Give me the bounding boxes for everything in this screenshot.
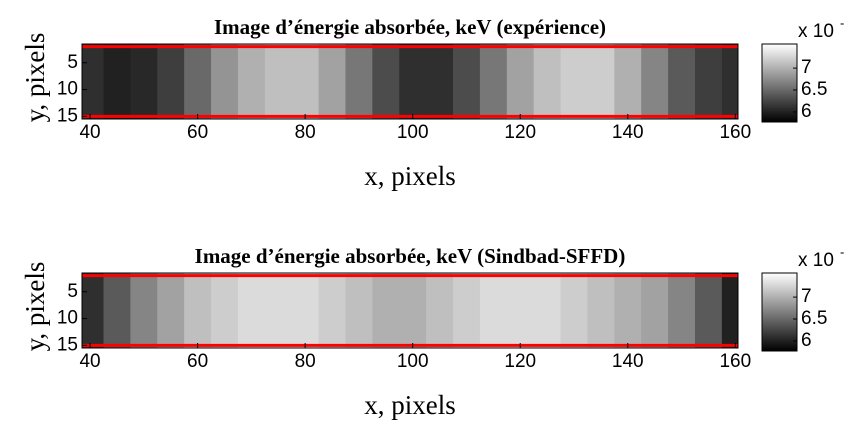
x-tick-label: 80: [295, 122, 316, 143]
heat-cell: [82, 273, 105, 348]
heat-cell: [130, 273, 158, 348]
colorbar: [761, 272, 798, 352]
heat-cell: [479, 273, 508, 348]
panel-title: Image d’énergie absorbée, keV (Sindbad-S…: [195, 244, 626, 268]
heat-cell: [668, 273, 696, 348]
colorbar-label: x 10: [798, 21, 834, 42]
axes-box: [81, 272, 739, 349]
heat-cell: [533, 273, 562, 348]
heat-cell: [103, 273, 131, 348]
heat-cell: [479, 44, 508, 119]
heat-cell: [668, 44, 696, 119]
heat-cell: [264, 44, 293, 119]
heat-cell: [345, 44, 373, 119]
y-tick-label: 5: [67, 281, 78, 302]
colorbar-tick-label: 6.5: [801, 308, 827, 329]
heat-cell: [721, 273, 739, 348]
x-tick-label: 60: [187, 122, 208, 143]
x-tick-label: 40: [79, 122, 100, 143]
heat-cell: [614, 44, 642, 119]
heat-cell: [184, 44, 212, 119]
heat-cell: [211, 273, 239, 348]
x-tick-label: 120: [504, 122, 536, 143]
heat-cell: [372, 273, 400, 348]
axes-box: [81, 43, 739, 120]
heat-cell: [694, 44, 723, 119]
y-axis-label: y, pixels: [20, 33, 50, 123]
heat-cell: [587, 273, 615, 348]
heat-cell: [560, 273, 588, 348]
heat-cell: [291, 44, 320, 119]
colorbar-tick-label: 7: [801, 286, 812, 307]
x-tick-label: 140: [612, 351, 644, 372]
heat-cell: [533, 44, 562, 119]
colorbar-label: x 10: [798, 250, 834, 271]
heat-cell: [130, 44, 158, 119]
panel-title: Image d’énergie absorbée, keV (expérienc…: [214, 15, 606, 39]
y-tick-label: 15: [57, 105, 78, 126]
y-tick-label: 5: [67, 52, 78, 73]
heat-cell: [399, 273, 427, 348]
heat-cell: [426, 44, 454, 119]
colorbar-tick-label: 6.5: [801, 79, 827, 100]
heat-cell: [399, 44, 427, 119]
heat-cell: [453, 273, 481, 348]
x-tick-label: 100: [397, 122, 429, 143]
x-tick-label: 80: [295, 351, 316, 372]
x-tick-label: 100: [397, 351, 429, 372]
heat-cell: [157, 44, 185, 119]
heat-cell: [211, 44, 239, 119]
y-tick-label: 10: [57, 79, 78, 100]
colorbar: [761, 43, 798, 123]
heat-cell: [264, 273, 293, 348]
heat-cell: [721, 44, 739, 119]
heat-cell: [506, 273, 535, 348]
x-tick-label: 120: [504, 351, 536, 372]
heat-cell: [372, 44, 400, 119]
colorbar-tick-label: 6: [801, 101, 812, 122]
heat-cell: [614, 273, 642, 348]
x-tick-label: 60: [187, 351, 208, 372]
x-axis-label: x, pixels: [364, 161, 456, 191]
heat-cell: [641, 44, 669, 119]
heat-cell: [157, 273, 185, 348]
heat-cell: [103, 44, 131, 119]
y-tick-label: 10: [57, 308, 78, 329]
heat-cell: [318, 273, 346, 348]
y-axis-label: y, pixels: [20, 262, 50, 352]
colorbar-tick-label: 7: [801, 57, 812, 78]
x-tick-label: 160: [719, 122, 751, 143]
y-tick-label: 15: [57, 334, 78, 355]
heat-cell: [506, 44, 535, 119]
colorbar-exponent: -: [840, 15, 844, 30]
heat-cell: [453, 44, 481, 119]
x-axis-label: x, pixels: [364, 390, 456, 420]
heat-cell: [587, 44, 615, 119]
heat-cell: [82, 44, 105, 119]
x-tick-label: 40: [79, 351, 100, 372]
heat-cell: [184, 273, 212, 348]
heat-cell: [318, 44, 346, 119]
heat-cell: [560, 44, 588, 119]
heat-cell: [694, 273, 723, 348]
colorbar-tick-label: 6: [801, 330, 812, 351]
heat-cell: [237, 44, 266, 119]
colorbar-exponent: -: [840, 244, 844, 259]
heat-cell: [426, 273, 454, 348]
heat-cell: [237, 273, 266, 348]
x-tick-label: 140: [612, 122, 644, 143]
heat-cell: [291, 273, 320, 348]
heat-cell: [345, 273, 373, 348]
heat-cell: [641, 273, 669, 348]
x-tick-label: 160: [719, 351, 751, 372]
